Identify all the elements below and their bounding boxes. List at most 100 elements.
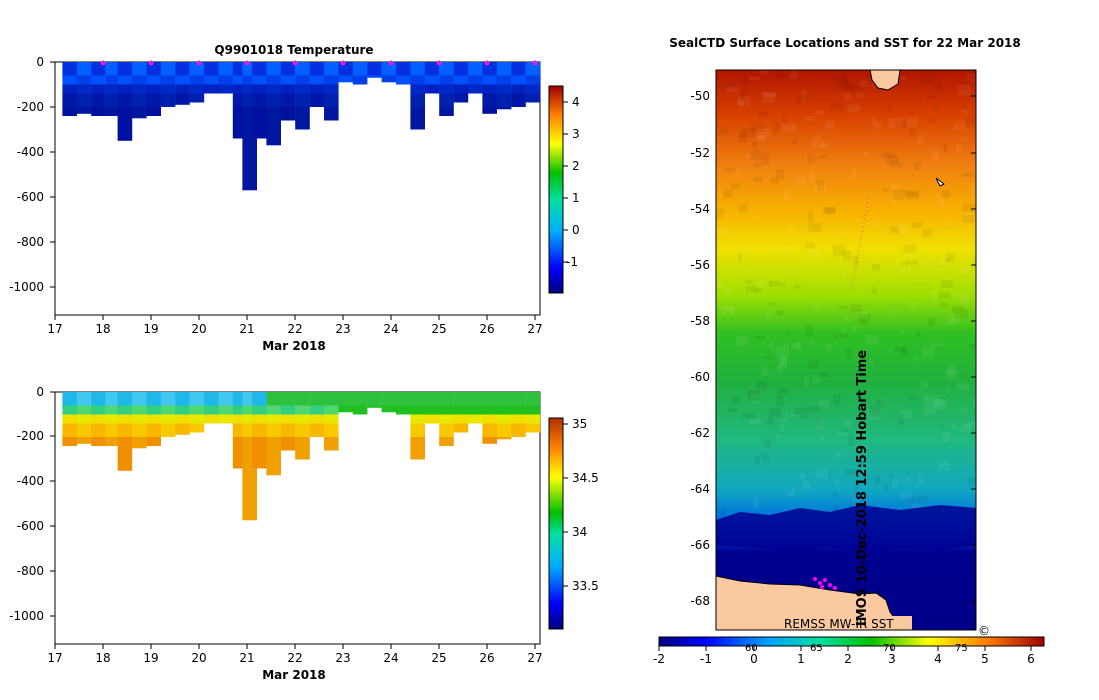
temperature-profile-cell: [324, 93, 339, 107]
sst-texture-patch: [789, 70, 799, 79]
sst-texture-patch: [900, 329, 905, 335]
sst-texture-patch: [907, 497, 916, 502]
salinity-x-axis: 17 18 19 20 21 22 23 24 25 26 27 Mar 201…: [47, 644, 543, 682]
sst-texture-patch: [857, 460, 865, 468]
salinity-profile-cell: [381, 392, 397, 406]
sst-texture-patch: [967, 421, 976, 427]
salinity-profile-cell: [482, 405, 497, 415]
temp-ytick-0: 0: [36, 55, 44, 69]
temperature-profile-cell: [525, 75, 541, 85]
sst-texture-patch: [899, 267, 911, 273]
salinity-profile-cell: [252, 392, 267, 406]
sst-texture-patch: [938, 302, 948, 307]
lat-tick-64: -64: [690, 482, 710, 496]
lat-tick-66: -66: [690, 538, 710, 552]
sst-texture-patch: [933, 105, 938, 112]
sst-texture-patch: [788, 221, 795, 231]
lat-tick-56: -56: [690, 258, 710, 272]
sst-texture-patch: [876, 399, 887, 407]
salinity-profile-cell: [175, 423, 190, 435]
sst-texture-patch: [739, 204, 748, 213]
sst-texture-patch: [734, 167, 740, 175]
sst-texture-patch: [836, 78, 849, 89]
sst-texture-patch: [927, 317, 935, 327]
temperature-x-label: Mar 2018: [262, 339, 326, 353]
sst-timestamp-label: IMOS 10-Dec-2018 12:59 Hobart Time: [855, 350, 870, 626]
sst-texture-patch: [900, 477, 910, 482]
temperature-profile-cell: [132, 84, 147, 94]
sst-texture-patch: [795, 407, 808, 418]
temperature-profile-cell: [468, 84, 483, 94]
salinity-profile-cell: [76, 423, 92, 437]
sst-texture-patch: [724, 306, 735, 310]
sst-texture-patch: [922, 229, 932, 238]
salinity-profile-cell: [252, 423, 267, 437]
salinity-profile-cell: [309, 392, 325, 406]
temperature-profile-cell: [189, 75, 205, 85]
sst-texture-patch: [920, 258, 932, 268]
sst-cbar-tick-4: 4: [934, 652, 942, 666]
sst-texture-patch: [844, 82, 855, 92]
sst-texture-patch: [791, 138, 798, 144]
temperature-profile-cell: [146, 75, 161, 85]
salinity-profile-cell: [295, 405, 310, 415]
salinity-profile-cell: [280, 414, 296, 424]
salinity-y-axis: 0 -200 -400 -600 -800 -1000: [9, 385, 55, 623]
sst-texture-patch: [754, 279, 766, 287]
sst-texture-patch: [724, 168, 738, 172]
sst-texture-patch: [890, 226, 900, 234]
temperature-profile-cell: [496, 62, 512, 76]
station-marker: [148, 60, 154, 66]
sst-texture-patch: [901, 262, 908, 266]
seal-location: [833, 586, 837, 590]
temperature-profile-cell: [62, 93, 77, 107]
temperature-profile-cell: [468, 75, 483, 85]
sal-xtick-24: 24: [383, 651, 398, 665]
sst-texture-patch: [759, 135, 765, 141]
station-marker: [340, 60, 346, 66]
seal-location: [813, 577, 817, 581]
sst-texture-patch: [872, 263, 880, 271]
temperature-profile-cell: [91, 84, 106, 94]
seal-location: [828, 583, 832, 587]
temperature-profile-cell: [338, 75, 353, 83]
sal-xtick-22: 22: [287, 651, 302, 665]
sst-texture-patch: [972, 398, 976, 407]
temperature-profile-cell: [424, 62, 440, 76]
temperature-profile-cell: [453, 62, 469, 76]
sst-texture-patch: [881, 152, 895, 158]
sst-texture-patch: [757, 135, 765, 141]
sal-xtick-17: 17: [47, 651, 62, 665]
sst-texture-patch: [886, 155, 899, 165]
salinity-profile-cell: [62, 405, 77, 415]
sst-texture-patch: [959, 295, 970, 305]
sst-texture-patch: [895, 121, 907, 129]
sst-texture-patch: [868, 360, 878, 365]
sst-texture-patch: [942, 256, 947, 267]
sst-texture-patch: [971, 186, 976, 196]
temperature-profile-cell: [175, 62, 190, 76]
salinity-profile-cell: [525, 392, 541, 406]
sst-texture-patch: [970, 344, 976, 349]
sal-xtick-20: 20: [191, 651, 206, 665]
sst-texture-patch: [750, 388, 761, 400]
temp-xtick-27: 27: [527, 322, 542, 336]
sst-texture-patch: [737, 95, 751, 107]
salinity-profile-cell: [511, 392, 526, 406]
lat-tick-60: -60: [690, 370, 710, 384]
sst-cbar-tick-3: 3: [888, 652, 896, 666]
sst-texture-patch: [816, 179, 824, 191]
temperature-profile-cell: [280, 62, 296, 76]
sst-texture-patch: [817, 400, 830, 408]
sst-texture-patch: [749, 390, 762, 394]
salinity-profile-cell: [295, 423, 310, 437]
sst-texture-patch: [945, 277, 953, 285]
sal-cbar-tick-33-5: 33.5: [572, 579, 599, 593]
sst-texture-patch: [754, 456, 760, 465]
sst-texture-patch: [796, 340, 802, 349]
sst-texture-patch: [740, 128, 745, 138]
salinity-profile-cell: [252, 414, 267, 424]
temp-xtick-17: 17: [47, 322, 62, 336]
sst-texture-patch: [906, 260, 919, 265]
sst-texture-patch: [954, 292, 966, 299]
